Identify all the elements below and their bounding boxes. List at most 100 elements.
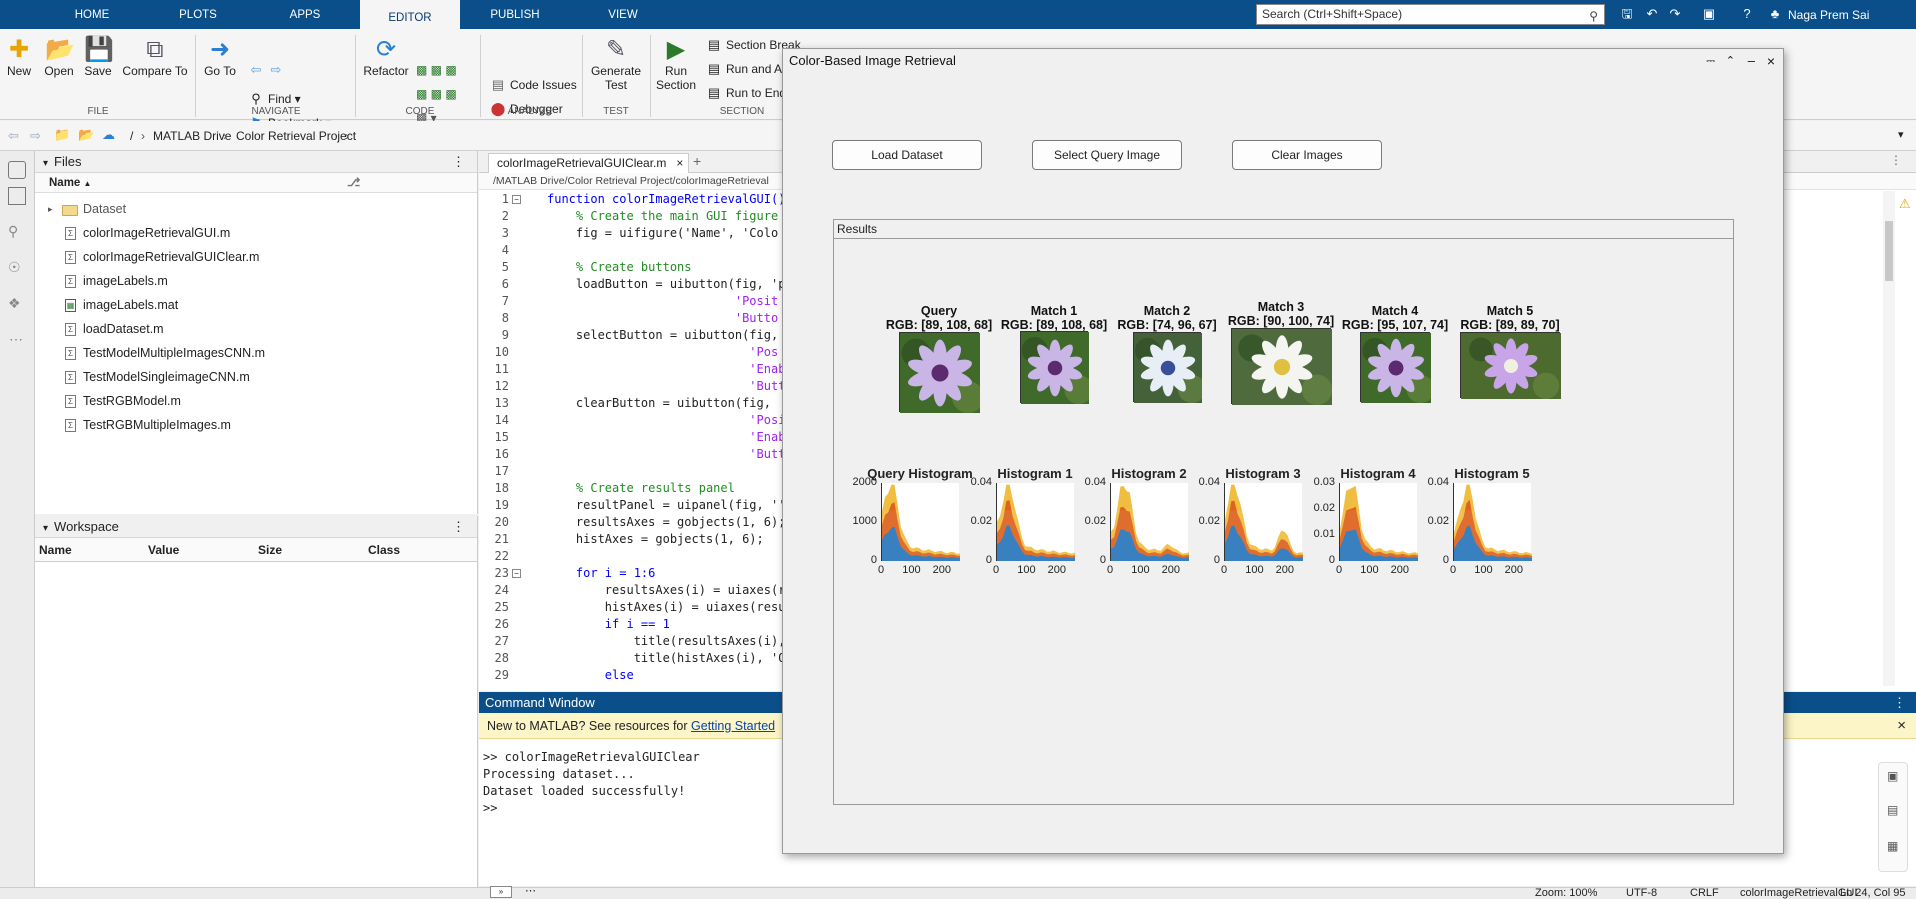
browse-folder-icon[interactable]: 📂	[78, 127, 95, 142]
scrollbar-thumb[interactable]	[1885, 221, 1893, 281]
histogram-axes[interactable]	[881, 483, 960, 561]
code-line[interactable]: 27 title(resultsAxes(i),	[479, 633, 786, 650]
code-line[interactable]: 15 'Enabl	[479, 429, 793, 446]
editor-file-tab[interactable]: colorImageRetrievalGUIClear.m ×	[488, 153, 690, 173]
indent-icons[interactable]: ▩ ▩ ▩	[416, 87, 457, 101]
save-button[interactable]: 💾 Save	[80, 36, 116, 78]
go-to-button[interactable]: ➜ Go To	[202, 36, 238, 78]
line-number[interactable]: 27	[494, 634, 509, 648]
files-column-header[interactable]: Name ▲ ⎇	[35, 173, 477, 193]
tab-plots[interactable]: PLOTS	[179, 9, 217, 21]
workspace-panel-icon[interactable]	[8, 187, 26, 205]
code-line[interactable]: 8 'Butto	[479, 310, 778, 327]
run-and-advance-button[interactable]: ▤ Run and A	[706, 61, 782, 77]
file-list-item[interactable]: ▦ imageLabels.mat	[35, 293, 477, 317]
code-line[interactable]: 17	[479, 463, 547, 480]
code-line[interactable]: 18 % Create results panel	[479, 480, 735, 497]
notification-bell-icon[interactable]: ♣	[1770, 6, 1780, 21]
line-number[interactable]: 8	[501, 311, 509, 325]
line-number[interactable]: 18	[494, 481, 509, 495]
new-button[interactable]: ✚ New	[2, 36, 36, 78]
tab-view[interactable]: VIEW	[608, 9, 638, 21]
generate-test-button[interactable]: ✎ Generate Test	[588, 36, 644, 92]
tab-editor[interactable]: EDITOR	[360, 0, 460, 29]
code-line[interactable]: 28 title(histAxes(i), 'Q	[479, 650, 786, 667]
line-number[interactable]: 10	[494, 345, 509, 359]
breadcrumb-project[interactable]: Color Retrieval Project	[236, 129, 357, 143]
command-history-icon[interactable]: »	[490, 886, 512, 898]
load-dataset-button[interactable]: Load Dataset	[832, 140, 982, 170]
chevron-up-icon[interactable]: ⌃	[1725, 55, 1735, 67]
tab-publish[interactable]: PUBLISH	[490, 9, 540, 21]
up-folder-icon[interactable]: 📁	[54, 127, 71, 142]
panel-menu-icon[interactable]: ⋮	[1893, 695, 1906, 710]
workspace-col-value[interactable]: Value	[148, 543, 180, 557]
line-number[interactable]: 6	[501, 277, 509, 291]
code-line[interactable]: 11 'Enab	[479, 361, 786, 378]
line-number[interactable]: 17	[494, 464, 509, 478]
code-area[interactable]: 1 function colorImageRetrievalGUI() 2 % Cr…	[479, 191, 793, 691]
line-number[interactable]: 9	[501, 328, 509, 342]
run-section-button[interactable]: ▶ Run Section	[654, 36, 698, 92]
code-line[interactable]: 29 else	[479, 667, 634, 684]
compare-to-button[interactable]: ⧉ Compare To	[120, 36, 190, 78]
find-button[interactable]: ⚲ Find ▾	[248, 91, 300, 107]
file-list-item[interactable]: Σ TestRGBModel.m	[35, 389, 477, 413]
code-line[interactable]: 22	[479, 548, 547, 565]
line-number[interactable]: 28	[494, 651, 509, 665]
code-fold-icon[interactable]: −	[512, 569, 521, 578]
tab-home[interactable]: HOME	[74, 9, 110, 21]
code-line[interactable]: 10 'Pos	[479, 344, 779, 361]
code-line[interactable]: 3 fig = uifigure('Name', 'Colo	[479, 225, 778, 242]
source-control-icon[interactable]: ☉	[8, 259, 21, 275]
code-line[interactable]: 6 loadButton = uibutton(fig, 'p	[479, 276, 786, 293]
forward-icon[interactable]: ⇨	[30, 128, 41, 143]
code-line[interactable]: 1 function colorImageRetrievalGUI()	[479, 191, 786, 208]
more-icon[interactable]: ⋯	[9, 331, 23, 347]
line-number[interactable]: 21	[494, 532, 509, 546]
line-number[interactable]: 23	[494, 566, 509, 580]
files-panel-icon[interactable]	[8, 161, 26, 179]
line-number[interactable]: 15	[494, 430, 509, 444]
code-line[interactable]: 4	[479, 242, 547, 259]
code-line[interactable]: 5 % Create buttons	[479, 259, 692, 276]
line-number[interactable]: 29	[494, 668, 509, 682]
debugger-button[interactable]: ⬤ Debugger	[490, 101, 563, 117]
line-number[interactable]: 5	[501, 260, 509, 274]
line-number[interactable]: 4	[501, 243, 509, 257]
code-line[interactable]: 24 resultsAxes(i) = uiaxes(r	[479, 582, 786, 599]
back-forward-icons[interactable]: ⇦ ⇨	[250, 62, 282, 77]
collapse-icon[interactable]: ▾	[43, 523, 49, 534]
close-icon[interactable]: ×	[1766, 53, 1775, 69]
code-line[interactable]: 21 histAxes = gobjects(1, 6);	[479, 531, 764, 548]
add-ons-icon[interactable]: ❖	[8, 295, 21, 311]
save-icon[interactable]: 🖫	[1621, 6, 1633, 21]
more-icon[interactable]: ⋯	[525, 885, 536, 897]
line-number[interactable]: 13	[494, 396, 509, 410]
getting-started-link[interactable]: Getting Started	[691, 719, 776, 733]
back-icon[interactable]: ⇦	[8, 128, 19, 143]
line-number[interactable]: 26	[494, 617, 509, 631]
line-number[interactable]: 14	[494, 413, 509, 427]
line-number[interactable]: 16	[494, 447, 509, 461]
line-number[interactable]: 1	[501, 192, 509, 206]
tab-apps[interactable]: APPS	[289, 9, 321, 21]
help-icon[interactable]: ?	[1743, 6, 1751, 21]
redo-icon[interactable]: ↷	[1669, 6, 1681, 21]
code-issues-button[interactable]: ▤ Code Issues	[490, 77, 577, 93]
code-line[interactable]: 2 % Create the main GUI figure	[479, 208, 778, 225]
code-line[interactable]: 23 for i = 1:6	[479, 565, 656, 582]
line-number[interactable]: 7	[501, 294, 509, 308]
close-icon[interactable]: ×	[676, 156, 684, 170]
undo-icon[interactable]: ↶	[1646, 6, 1658, 21]
file-list-item[interactable]: Σ TestModelSingleimageCNN.m	[35, 365, 477, 389]
line-number[interactable]: 19	[494, 498, 509, 512]
dock-icon[interactable]: ▣	[1887, 769, 1899, 783]
histogram-axes[interactable]	[1110, 483, 1189, 561]
code-line[interactable]: 9 selectButton = uibutton(fig,	[479, 327, 778, 344]
line-number[interactable]: 20	[494, 515, 509, 529]
code-line[interactable]: 7 'Posit	[479, 293, 778, 310]
file-list-item[interactable]: Σ TestModelMultipleImagesCNN.m	[35, 341, 477, 365]
